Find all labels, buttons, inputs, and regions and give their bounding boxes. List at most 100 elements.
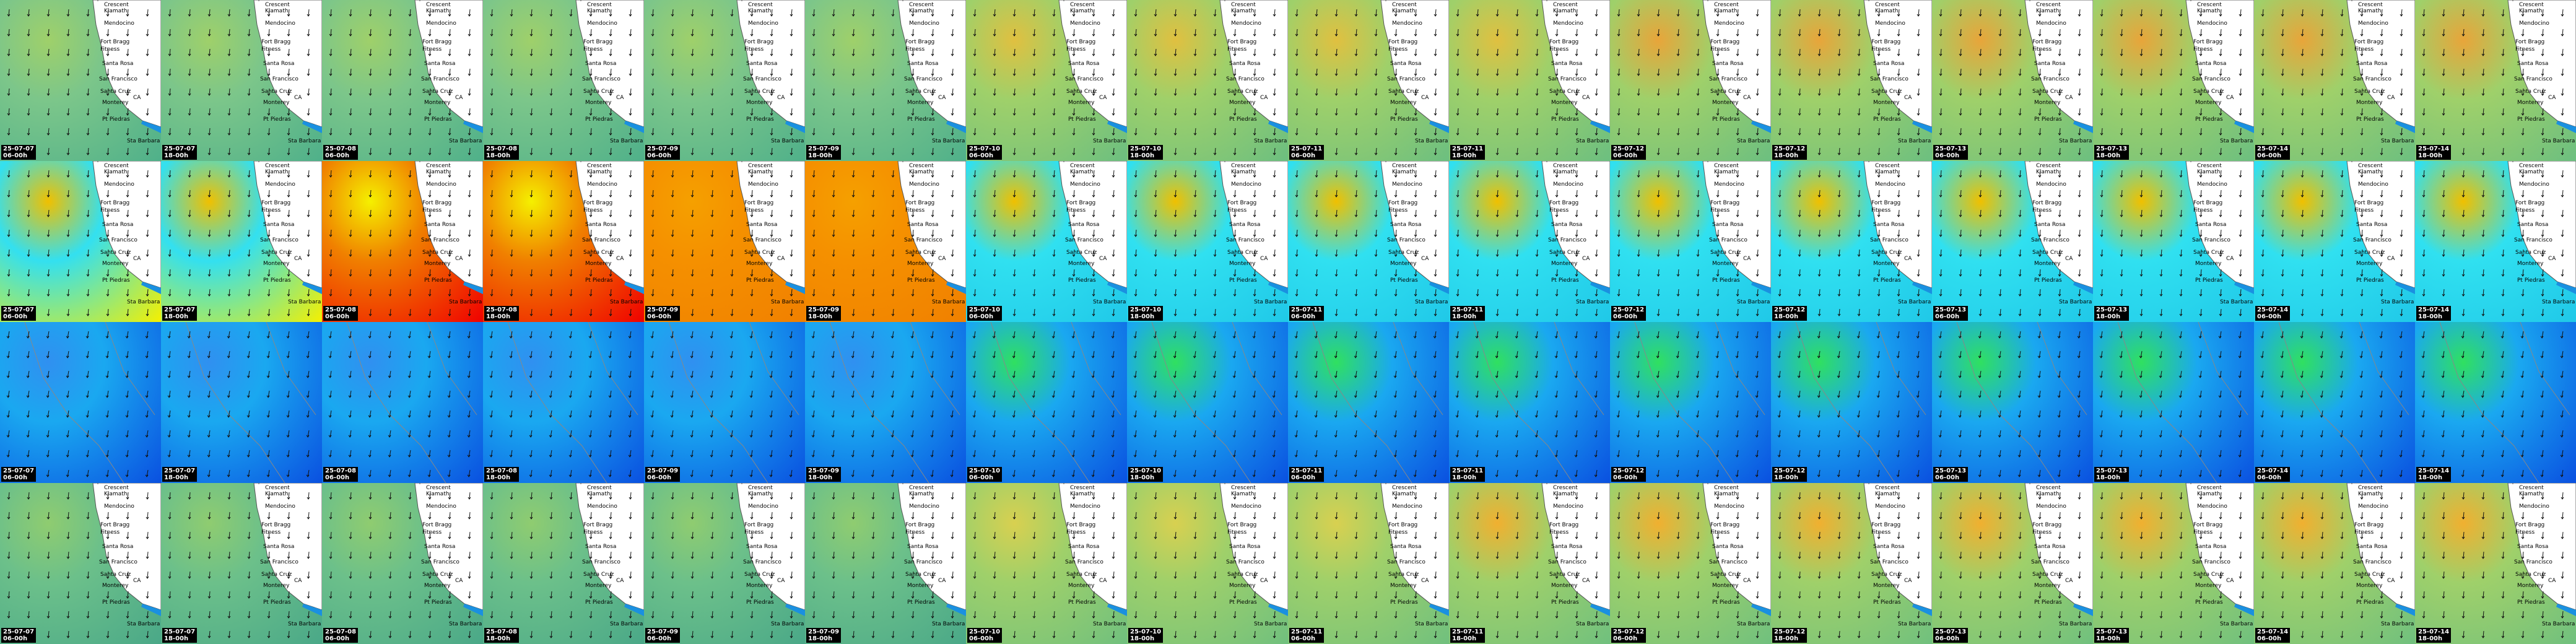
wind-arrow [628,370,632,378]
wind-arrow [448,571,451,579]
wind-arrow [267,189,271,198]
map-tile: Crescent Klamath Mendocino Fort Bragg Fitnes… [644,161,805,322]
wind-arrow [408,289,412,297]
place-label: Crescent [909,485,934,491]
place-label: Fitness [1066,207,1086,214]
wind-arrow [569,9,573,17]
timestamp: 25-07-14 06-00h [2255,145,2291,160]
wind-arrow [86,48,90,56]
wind-arrow [1072,28,1076,37]
wind-arrow [1173,229,1177,237]
wind-arrow [7,611,11,619]
map-tile: Crescent Klamath Mendocino Fort Bragg Fitnes… [161,161,322,322]
wind-arrow [1778,289,1782,297]
wind-arrow [973,571,977,579]
place-label: Klamath [426,8,449,14]
place-label: Santa Cruz [1227,250,1258,256]
wind-arrow [1715,390,1719,398]
wind-arrow [1434,108,1437,116]
place-label: Klamath [2519,169,2542,175]
place-label: Mendocino [2036,503,2066,510]
wind-arrow [267,551,271,559]
wind-arrow [730,611,734,619]
wind-arrow [690,108,694,116]
wind-arrow [2261,9,2265,17]
date-label: 25-07-12 [1613,629,1645,635]
wind-arrow [1233,289,1237,297]
wind-arrow [1617,591,1621,599]
wind-arrow [1495,591,1499,599]
wind-arrow [1032,170,1036,178]
place-label: CA [133,256,141,262]
wind-arrow [2400,308,2403,316]
place-label: CA [1099,256,1107,262]
wind-arrow [1515,308,1519,316]
wind-arrow [510,48,513,56]
wind-arrow [1877,308,1881,316]
wind-arrow [1393,410,1397,418]
wind-arrow [2078,48,2081,56]
wind-arrow [2521,189,2525,198]
place-label: Sta Barbara [2220,299,2253,305]
wind-arrow [2017,469,2021,477]
wind-arrow [2300,430,2304,438]
wind-arrow [992,390,996,398]
wind-arrow [1595,209,1598,217]
wind-arrow [1233,128,1237,136]
wind-arrow [1837,511,1841,520]
wind-arrow [2422,189,2426,198]
wind-arrow [368,68,372,76]
wind-arrow [1434,68,1437,76]
wind-arrow [2360,88,2364,96]
wind-arrow [1595,269,1598,277]
wind-arrow [1917,108,1920,116]
wind-arrow [951,147,954,155]
wind-arrow [832,170,835,178]
time-label: 06-00h [325,635,350,642]
place-label: Monterey [746,100,773,106]
wind-arrow [1897,249,1900,257]
wind-arrow [710,128,714,136]
wind-arrow [529,209,533,217]
wind-arrow [1414,269,1417,277]
place-label: Monterey [2034,261,2061,267]
wind-arrow [1476,108,1479,116]
wind-arrow [2320,128,2324,136]
wind-arrow [227,551,231,559]
wind-arrow [1778,48,1782,56]
wind-arrow [931,28,934,37]
wind-arrow [2100,170,2104,178]
wind-arrow [628,350,632,359]
wind-arrow [871,88,875,96]
wind-arrow [770,9,773,17]
wind-arrow [1213,170,1217,178]
wind-arrow [1897,591,1900,599]
wind-arrow [2078,611,2081,619]
wind-arrow [2400,48,2403,56]
wind-arrow [1978,249,1982,257]
wind-arrow [629,189,632,198]
wind-arrow [2058,571,2061,579]
wind-arrow [750,189,754,198]
wind-arrow [66,289,70,297]
wind-arrow [2058,551,2061,559]
wind-arrow [447,370,451,378]
wind-arrow [1917,591,1920,599]
wind-arrow [1916,370,1920,378]
wind-arrow [1735,350,1739,359]
wind-arrow [1052,308,1056,316]
wind-arrow [407,390,411,398]
wind-arrow [2281,269,2284,277]
map-tile: Crescent Klamath Mendocino Fort Bragg Fitnes… [644,0,805,161]
wind-arrow [86,128,90,136]
wind-arrow [1817,611,1821,619]
wind-arrow [388,350,391,359]
wind-arrow [770,128,773,136]
wind-arrow [972,350,976,359]
wind-arrow [1374,229,1378,237]
wind-arrow [1716,68,1720,76]
wind-arrow [871,531,875,539]
wind-arrow [910,350,914,359]
